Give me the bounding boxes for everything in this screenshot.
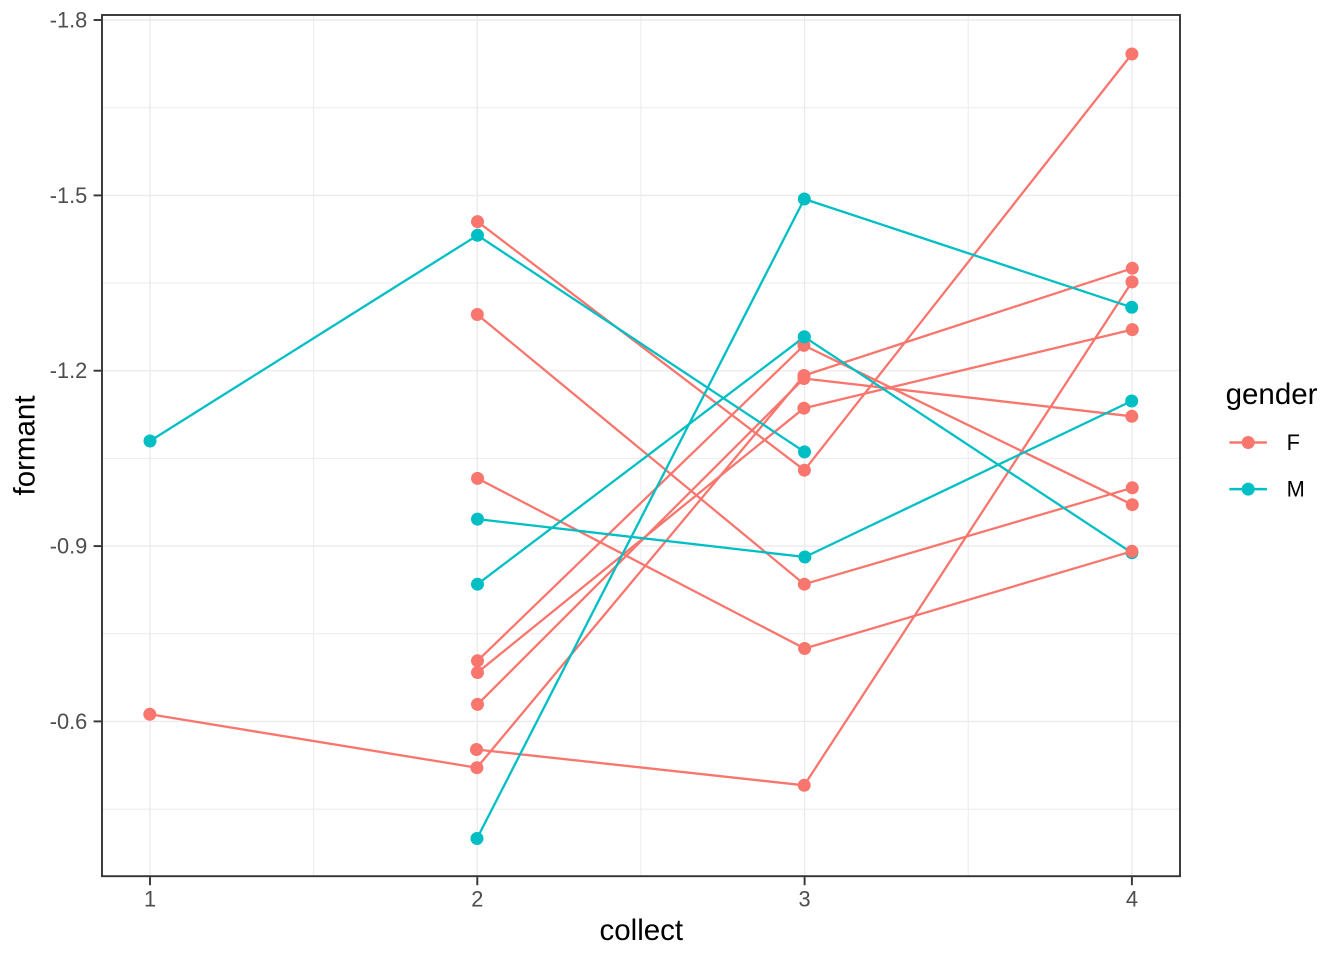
svg-text:collect: collect	[599, 914, 683, 947]
svg-text:-1.2: -1.2	[50, 358, 88, 383]
svg-text:F: F	[1287, 430, 1300, 455]
svg-text:gender: gender	[1226, 378, 1318, 411]
svg-text:-0.9: -0.9	[50, 534, 88, 559]
svg-text:-0.6: -0.6	[50, 709, 88, 734]
svg-text:M: M	[1287, 477, 1305, 502]
svg-text:2: 2	[471, 887, 483, 912]
svg-text:-1.8: -1.8	[50, 8, 88, 33]
svg-text:3: 3	[799, 887, 811, 912]
svg-text:formant: formant	[8, 395, 41, 495]
svg-text:1: 1	[144, 887, 156, 912]
svg-text:4: 4	[1126, 887, 1138, 912]
svg-text:-1.5: -1.5	[50, 183, 88, 208]
